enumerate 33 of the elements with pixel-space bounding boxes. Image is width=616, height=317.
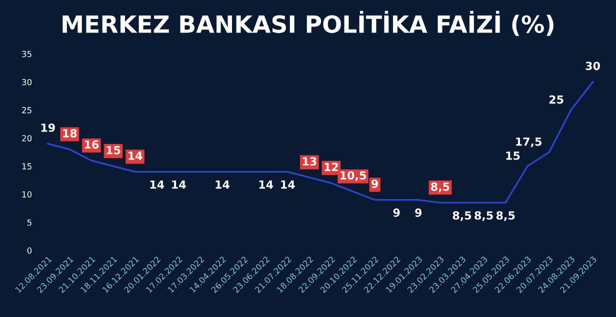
data-label: 12	[324, 162, 338, 172]
y-tick-label: 30	[22, 78, 32, 86]
y-tick-label: 35	[22, 50, 32, 58]
data-label: 8,5	[496, 211, 515, 222]
y-tick-label: 5	[27, 219, 32, 226]
data-label: 14	[150, 180, 164, 189]
data-label: 8,5	[452, 211, 472, 222]
data-label: 14	[172, 180, 186, 189]
y-tick-label: 10	[22, 191, 32, 198]
data-label: 10,5	[340, 171, 366, 182]
data-label: 13	[302, 157, 316, 166]
chart-title: MERKEZ BANKASI POLİTİKA FAİZİ (%)	[62, 10, 554, 36]
data-label: 25	[549, 95, 564, 104]
data-label: 17,5	[516, 138, 542, 148]
data-label: 15	[106, 146, 120, 154]
data-label: 14	[259, 180, 274, 189]
y-tick-label: 25	[22, 107, 32, 114]
data-label: 9	[372, 180, 378, 188]
data-label: 14	[128, 152, 142, 160]
data-label: 8,5	[431, 182, 450, 192]
data-label: 14	[216, 180, 230, 189]
data-label: 8,5	[474, 211, 493, 222]
data-label: 15	[506, 152, 520, 160]
data-label: 30	[586, 62, 600, 70]
data-label: 18	[63, 129, 77, 138]
data-label: 9	[415, 208, 422, 217]
y-tick-label: 15	[22, 163, 32, 170]
data-label: 9	[393, 208, 400, 217]
data-label: 16	[84, 140, 99, 149]
data-label: 19	[41, 123, 55, 132]
y-tick-label: 20	[22, 135, 32, 142]
y-tick-label: 0	[27, 247, 32, 254]
data-label: 14	[281, 180, 295, 189]
